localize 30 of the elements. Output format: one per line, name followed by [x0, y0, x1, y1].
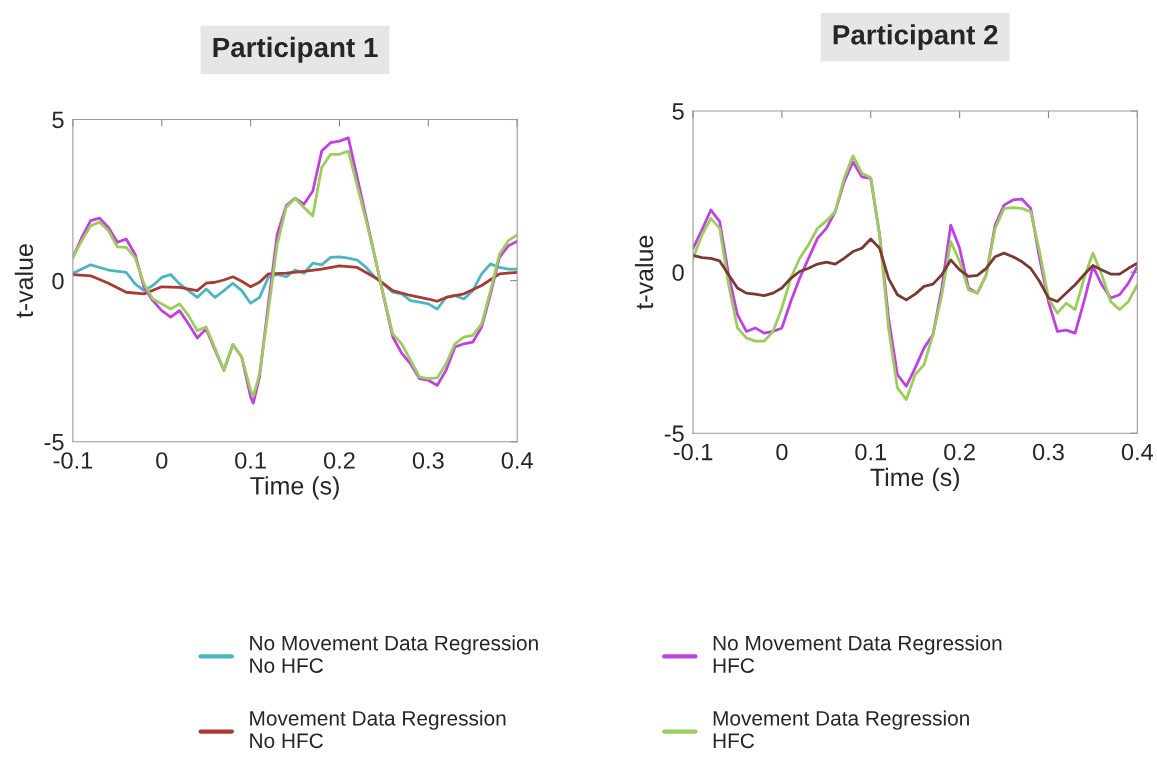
x-axis-title: Time (s): [870, 467, 959, 492]
x-tick-label: 0: [776, 443, 788, 461]
chart-title: Participant 2: [833, 24, 998, 51]
x-tick-label: 0.4: [1121, 443, 1154, 461]
x-tick-label: 0.3: [412, 452, 444, 469]
y-axis-title: t-value: [634, 235, 654, 310]
x-tick-label: -0.1: [673, 443, 713, 461]
legend-label: Movement Data Regression HFC: [713, 710, 969, 749]
legend-label: No Movement Data Regression No HFC: [250, 635, 538, 673]
line-series: [72, 264, 518, 303]
legend-label: No Movement Data Regression HFC: [713, 635, 1002, 673]
y-tick-label: 5: [52, 111, 64, 129]
line-series: [693, 237, 1138, 303]
y-tick-label: -5: [44, 434, 64, 451]
chart-title: Participant 1: [213, 36, 378, 63]
x-tick-label: 0.2: [944, 443, 975, 461]
x-tick-label: -0.1: [53, 452, 93, 469]
legend-label: Movement Data Regression No HFC: [250, 710, 506, 749]
x-tick-label: 0.3: [1032, 443, 1064, 461]
y-tick-label: 0: [52, 272, 64, 290]
x-tick-label: 0.1: [235, 452, 266, 469]
y-tick-label: -5: [664, 425, 684, 443]
x-tick-label: 0.1: [855, 443, 887, 461]
y-tick-label: 0: [672, 264, 684, 281]
y-axis-title: t-value: [14, 244, 34, 318]
x-axis-title: Time (s): [250, 476, 339, 500]
x-tick-label: 0: [156, 452, 168, 469]
y-tick-label: 5: [672, 103, 684, 120]
x-tick-label: 0.2: [323, 452, 355, 469]
x-tick-label: 0.4: [501, 452, 533, 469]
